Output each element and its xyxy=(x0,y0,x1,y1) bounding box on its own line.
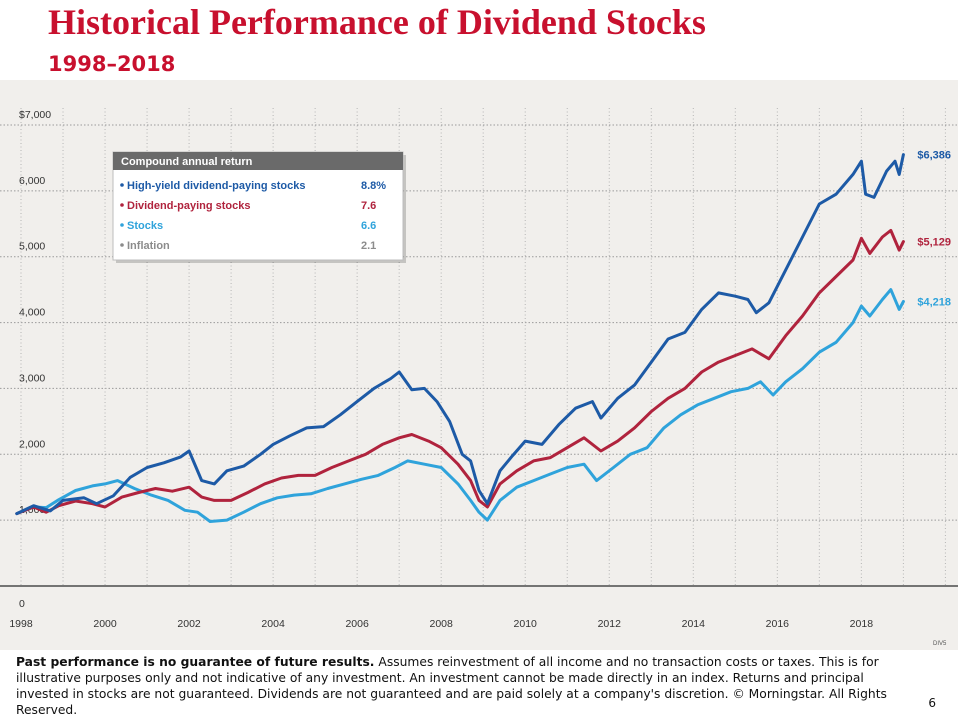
end-label-high-yield: $6,386 xyxy=(917,150,951,162)
y-tick-label: 1,000 xyxy=(19,504,45,516)
x-tick-label: 2000 xyxy=(93,618,117,630)
x-tick-label: 2010 xyxy=(514,618,538,630)
slide-subtitle: 1998–2018 xyxy=(48,52,176,76)
x-tick-label: 2016 xyxy=(766,618,790,630)
series-line-stocks xyxy=(15,288,905,523)
legend-item-label: Inflation xyxy=(127,240,170,252)
disclaimer-text: Assumes reinvestment of all income and n… xyxy=(16,655,887,717)
series-layer xyxy=(15,153,905,523)
legend-item-label: Dividend-paying stocks xyxy=(127,200,250,212)
end-labels: $4,218 $5,129 $6,386 xyxy=(917,150,951,309)
legend-bullet xyxy=(120,203,124,207)
x-tick-label: 2014 xyxy=(682,618,706,630)
x-tick-label: 2006 xyxy=(345,618,369,630)
legend-title: Compound annual return xyxy=(121,156,253,168)
end-label-stocks: $4,218 xyxy=(917,296,951,308)
x-tick-label: 1998 xyxy=(9,618,33,630)
legend-item-value: 6.6 xyxy=(361,220,376,232)
legend-item-value: 2.1 xyxy=(361,240,376,252)
end-label-dividend: $5,129 xyxy=(917,237,951,249)
page-number: 6 xyxy=(928,696,936,710)
series-line-high-yield xyxy=(15,153,905,516)
y-tick-label: 3,000 xyxy=(19,372,45,384)
y-tick-label: 6,000 xyxy=(19,175,45,187)
legend-bullet xyxy=(120,183,124,187)
legend-header xyxy=(113,152,403,170)
x-tick-label: 2002 xyxy=(177,618,201,630)
legend-bullet xyxy=(120,223,124,227)
y-tick-label: 2,000 xyxy=(19,438,45,450)
y-tick-label: 4,000 xyxy=(19,307,45,319)
disclaimer-bold: Past performance is no guarantee of futu… xyxy=(16,655,375,669)
chart-code: DIV5 xyxy=(933,641,947,647)
y-tick-label: $7,000 xyxy=(19,109,51,121)
x-tick-label: 2008 xyxy=(430,618,454,630)
series-line-dividend xyxy=(15,228,905,516)
y-tick-label: 0 xyxy=(19,598,25,610)
x-tick-label: 2004 xyxy=(261,618,285,630)
legend-item-value: 8.8% xyxy=(361,180,386,192)
legend-item-label: Stocks xyxy=(127,220,163,232)
x-tick-label: 2018 xyxy=(850,618,874,630)
y-tick-label: 5,000 xyxy=(19,241,45,253)
legend-item-value: 7.6 xyxy=(361,200,376,212)
slide-title: Historical Performance of Dividend Stock… xyxy=(48,2,706,42)
legend-box: Compound annual return High-yield dividen… xyxy=(112,151,406,263)
legend-item-label: High-yield dividend-paying stocks xyxy=(127,180,305,192)
x-tick-label: 2012 xyxy=(598,618,622,630)
axis-layer: 0 1,000 2,000 3,000 4,000 5,000 6,000 $7,000 199… xyxy=(9,109,873,630)
line-chart: 0 1,000 2,000 3,000 4,000 5,000 6,000 $7,000 199… xyxy=(0,80,958,650)
legend-bullet xyxy=(120,243,124,247)
disclaimer: Past performance is no guarantee of futu… xyxy=(16,654,896,718)
